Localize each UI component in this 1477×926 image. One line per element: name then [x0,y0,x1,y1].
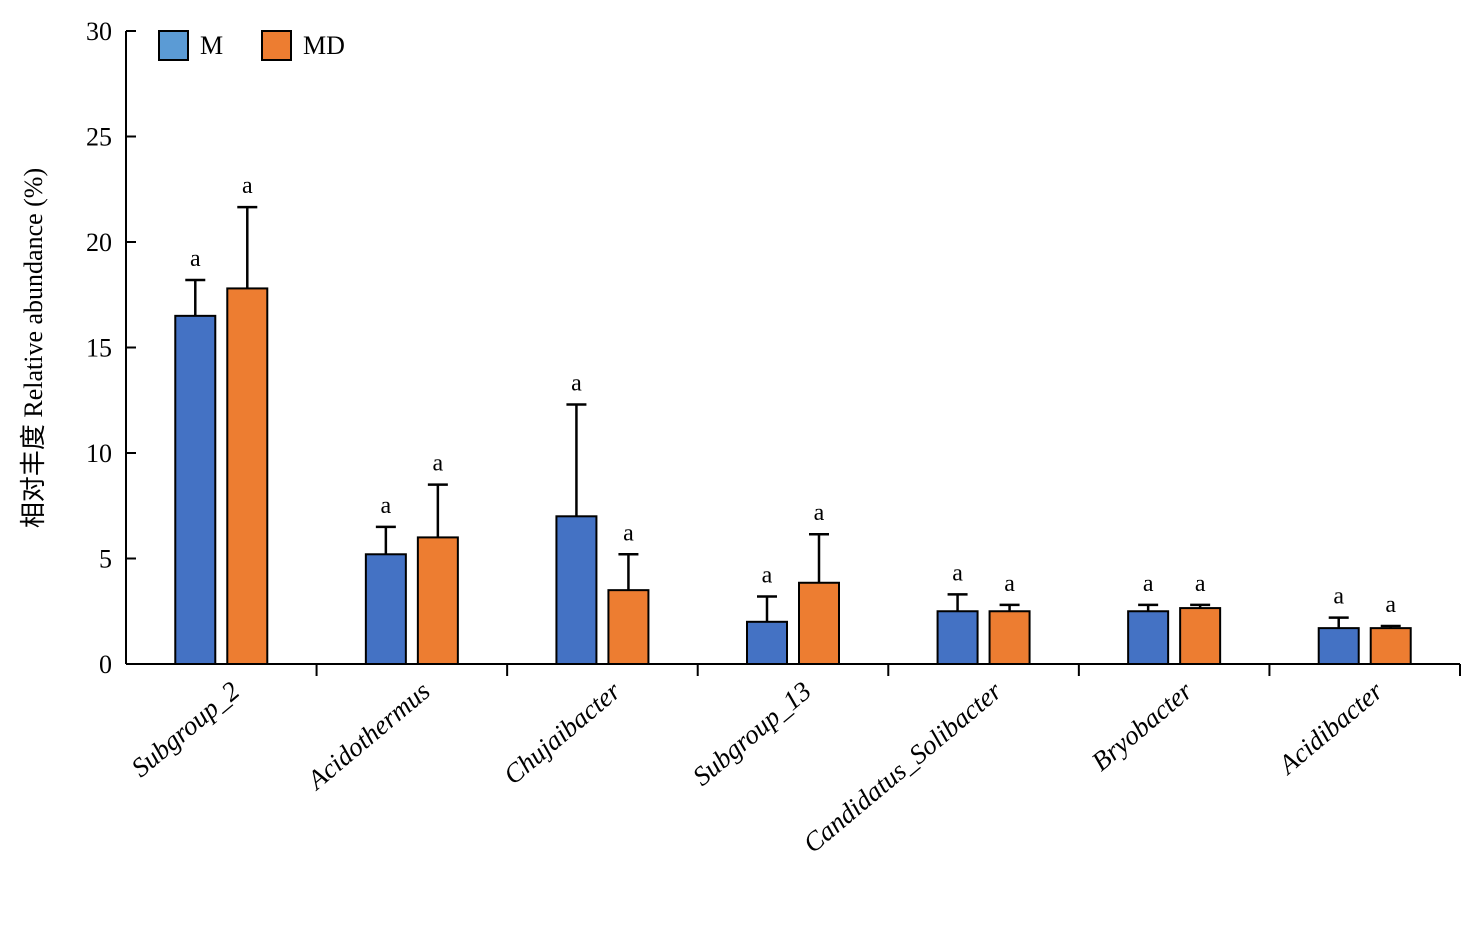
plot-area: 0 5 10 15 20 25 30 a a Subgroup_2 a a Acidothermus a a… [86,17,1461,859]
legend: M MD [158,30,345,61]
y-tick-label: 20 [86,228,112,257]
significance-letter: a [1195,571,1206,597]
significance-letter: a [952,560,963,586]
bar-MD-Candidatus_Solibacter [988,610,1031,665]
significance-letter: a [1143,571,1154,597]
legend-label-MD: MD [303,31,345,60]
legend-swatch-MD [261,30,292,61]
significance-letter: a [381,493,392,519]
bar-M-Chujaibacter [555,515,598,665]
x-category-label: Subgroup_2 [125,676,245,783]
bar-M-Candidatus_Solibacter [936,610,979,665]
y-tick-label: 5 [99,545,112,574]
x-category-label: Candidatus_Solibacter [797,675,1007,858]
x-category-label: Acidibacter [1271,675,1389,781]
y-tick-label: 30 [86,17,112,46]
y-tick-label: 10 [86,439,112,468]
significance-letter: a [242,173,253,199]
bar-M-Subgroup_13 [746,620,788,665]
x-category-label: Chujaibacter [498,675,627,790]
x-category-label: Acidothermus [300,676,436,797]
bar-MD-Acidibacter [1369,627,1412,666]
significance-letter: a [190,246,201,272]
significance-letter: a [1004,571,1015,597]
bar-MD-Subgroup_13 [798,581,840,666]
significance-letter: a [814,500,825,526]
bar-MD-Acidothermus [416,536,459,666]
significance-letter: a [571,370,582,396]
x-category-label: Bryobacter [1086,675,1199,776]
y-tick-label: 25 [86,123,112,152]
x-category-label: Subgroup_13 [687,676,817,792]
y-tick-label: 0 [99,650,112,679]
significance-letter: a [762,562,773,588]
bar-M-Subgroup_2 [174,314,217,665]
bar-M-Bryobacter [1127,610,1170,665]
bar-M-Acidothermus [364,553,407,666]
legend-label-M: M [200,31,223,60]
significance-letter: a [623,520,634,546]
significance-letter: a [433,451,444,477]
bar-MD-Chujaibacter [607,589,650,666]
bar-M-Acidibacter [1317,627,1360,666]
y-axis-title: 相对丰度 Relative abundance (%) [19,168,48,528]
bar-MD-Subgroup_2 [226,287,269,665]
significance-letter: a [1333,584,1344,610]
legend-swatch-M [158,30,189,61]
y-tick-label: 15 [86,334,112,363]
significance-letter: a [1385,592,1396,618]
bar-MD-Bryobacter [1179,607,1222,666]
